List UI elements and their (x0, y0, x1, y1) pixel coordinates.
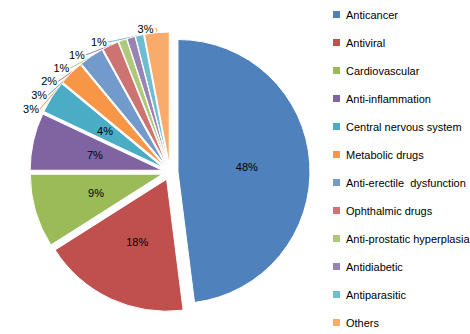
svg-text:Antiparasitic: Antiparasitic (346, 289, 406, 301)
svg-text:Cardiovascular: Cardiovascular (346, 65, 420, 77)
svg-text:4%: 4% (97, 125, 113, 137)
svg-text:Anti-inflammation: Anti-inflammation (346, 93, 431, 105)
svg-text:Anti-erectile dysfunction: Anti-erectile dysfunction (346, 177, 466, 189)
svg-text:1%: 1% (91, 36, 107, 48)
svg-text:48%: 48% (236, 161, 258, 173)
svg-text:2%: 2% (41, 75, 57, 87)
svg-text:Antiviral: Antiviral (346, 37, 385, 49)
svg-text:3%: 3% (31, 89, 47, 101)
svg-text:3%: 3% (23, 103, 39, 115)
svg-text:1%: 1% (53, 62, 69, 74)
svg-text:Antidiabetic: Antidiabetic (346, 261, 403, 273)
svg-text:3%: 3% (138, 23, 154, 35)
svg-text:Anticancer: Anticancer (346, 9, 398, 21)
svg-text:9%: 9% (88, 187, 104, 199)
svg-text:Central nervous system: Central nervous system (346, 121, 462, 133)
svg-text:Others: Others (346, 317, 380, 329)
svg-text:Ophthalmic drugs: Ophthalmic drugs (346, 205, 433, 217)
svg-text:18%: 18% (126, 236, 148, 248)
svg-text:7%: 7% (87, 149, 103, 161)
svg-text:Metabolic drugs: Metabolic drugs (346, 149, 424, 161)
svg-text:1%: 1% (69, 49, 85, 61)
svg-text:Anti-prostatic hyperplasia: Anti-prostatic hyperplasia (346, 233, 470, 245)
